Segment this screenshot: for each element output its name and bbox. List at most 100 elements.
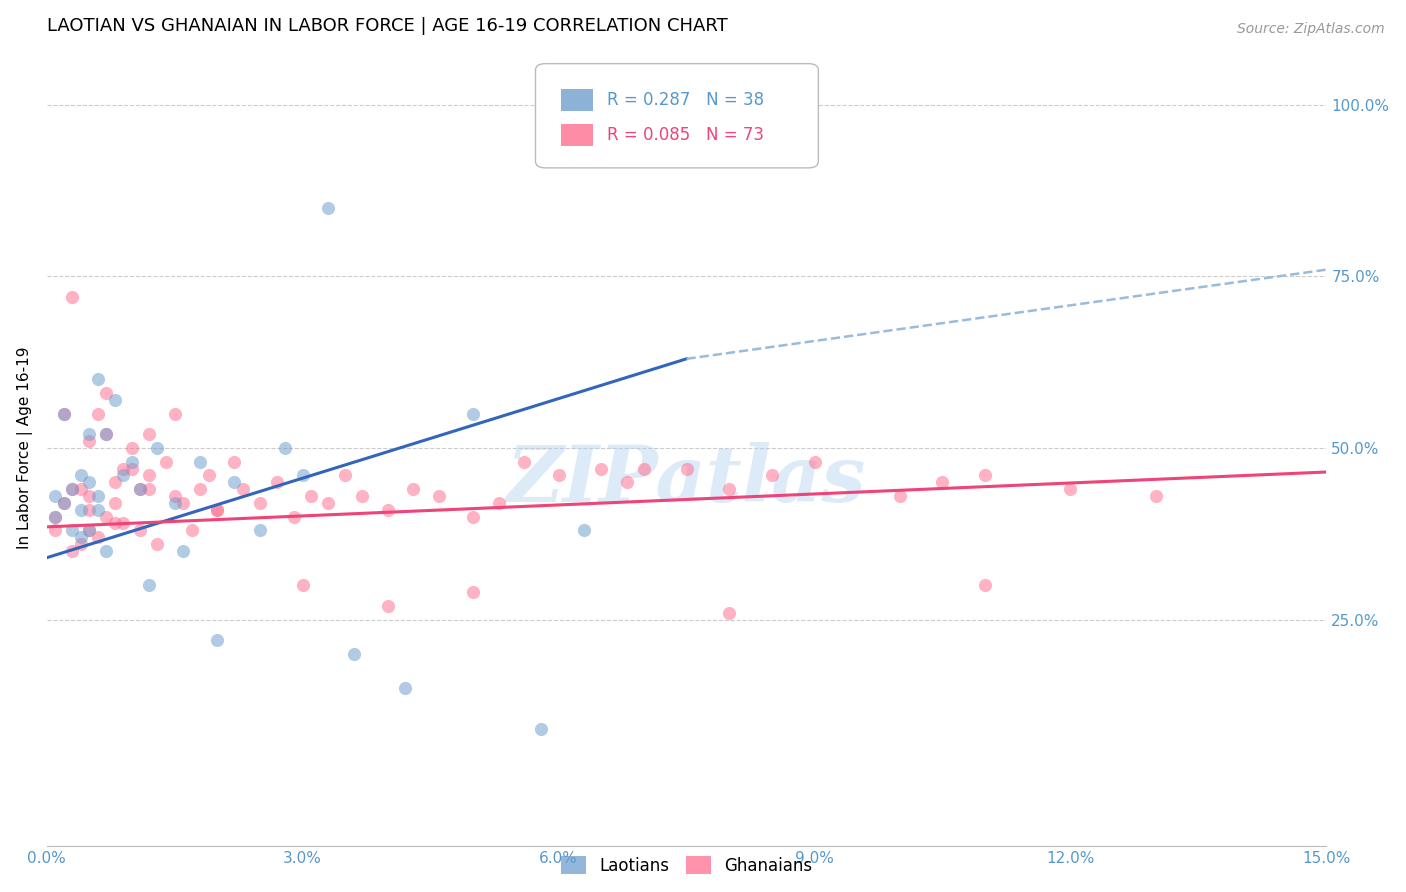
Point xyxy=(60,290,83,304)
Bar xyxy=(561,89,593,112)
Point xyxy=(69,537,91,551)
Point xyxy=(232,482,254,496)
Point xyxy=(266,475,288,490)
Point xyxy=(180,524,202,538)
Point xyxy=(69,468,91,483)
Text: R = 0.287   N = 38: R = 0.287 N = 38 xyxy=(607,91,765,109)
Point xyxy=(547,468,569,483)
Point xyxy=(163,496,186,510)
Point xyxy=(591,461,613,475)
Point xyxy=(129,524,152,538)
Point xyxy=(96,544,118,558)
Point xyxy=(889,489,911,503)
Point xyxy=(121,455,143,469)
Point xyxy=(274,441,297,455)
Point xyxy=(616,475,638,490)
Point xyxy=(69,502,91,516)
Point xyxy=(52,407,75,421)
Point xyxy=(572,524,595,538)
Point xyxy=(283,509,305,524)
Point xyxy=(87,502,110,516)
Point xyxy=(52,496,75,510)
Point xyxy=(69,482,91,496)
Point xyxy=(104,516,127,531)
Point xyxy=(718,482,741,496)
Point xyxy=(77,434,100,449)
Point xyxy=(224,455,246,469)
Point xyxy=(87,407,110,421)
Point xyxy=(69,530,91,544)
Point xyxy=(205,633,228,648)
Point xyxy=(188,455,211,469)
Point xyxy=(530,723,553,737)
Point xyxy=(249,524,271,538)
Point xyxy=(52,407,75,421)
Text: R = 0.085   N = 73: R = 0.085 N = 73 xyxy=(607,127,763,145)
Legend: Laotians, Ghanaians: Laotians, Ghanaians xyxy=(554,850,818,881)
Point xyxy=(146,441,169,455)
Point xyxy=(129,482,152,496)
Point xyxy=(155,455,177,469)
Y-axis label: In Labor Force | Age 16-19: In Labor Force | Age 16-19 xyxy=(17,347,32,549)
Point xyxy=(138,578,160,592)
Point xyxy=(129,482,152,496)
Point xyxy=(163,407,186,421)
Point xyxy=(112,516,135,531)
Point xyxy=(291,468,314,483)
Point xyxy=(633,461,655,475)
Point xyxy=(1059,482,1081,496)
Point xyxy=(658,98,681,112)
Point xyxy=(974,468,997,483)
Point xyxy=(377,502,399,516)
Point xyxy=(96,509,118,524)
Point xyxy=(77,502,100,516)
Point xyxy=(121,461,143,475)
Point xyxy=(188,482,211,496)
Point xyxy=(402,482,425,496)
Point xyxy=(87,372,110,386)
Point xyxy=(343,647,366,661)
Point xyxy=(138,482,160,496)
FancyBboxPatch shape xyxy=(536,63,818,168)
Point xyxy=(77,475,100,490)
Point xyxy=(761,468,783,483)
Point xyxy=(44,509,66,524)
Point xyxy=(77,524,100,538)
Point xyxy=(463,585,485,599)
Point xyxy=(44,489,66,503)
Point xyxy=(299,489,322,503)
Point xyxy=(87,530,110,544)
Point xyxy=(104,475,127,490)
Point xyxy=(77,524,100,538)
Point xyxy=(60,544,83,558)
Point xyxy=(205,502,228,516)
Point xyxy=(138,468,160,483)
Point xyxy=(249,496,271,510)
Point xyxy=(377,599,399,613)
Point xyxy=(77,489,100,503)
Point xyxy=(675,461,697,475)
Point xyxy=(224,475,246,490)
Point xyxy=(112,468,135,483)
Point xyxy=(60,482,83,496)
Point xyxy=(931,475,953,490)
Point xyxy=(104,496,127,510)
Point xyxy=(463,509,485,524)
Point xyxy=(96,427,118,442)
Point xyxy=(803,455,825,469)
Point xyxy=(52,496,75,510)
Bar xyxy=(561,124,593,146)
Point xyxy=(60,482,83,496)
Point xyxy=(96,427,118,442)
Point xyxy=(112,461,135,475)
Point xyxy=(172,544,194,558)
Point xyxy=(138,427,160,442)
Point xyxy=(77,427,100,442)
Point xyxy=(87,489,110,503)
Point xyxy=(172,496,194,510)
Point xyxy=(146,537,169,551)
Point xyxy=(974,578,997,592)
Point xyxy=(335,468,357,483)
Point xyxy=(718,606,741,620)
Point xyxy=(60,524,83,538)
